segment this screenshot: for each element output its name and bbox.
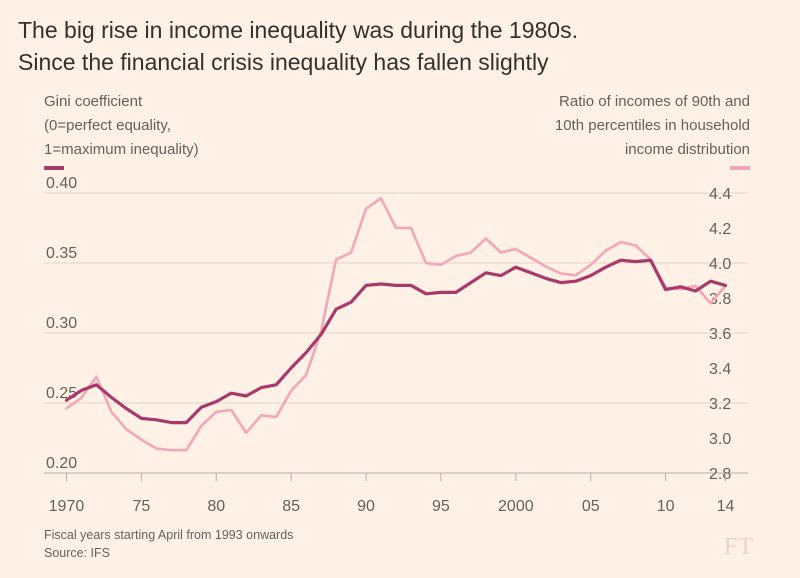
- legend-gini-swatch: [44, 166, 64, 170]
- left-axis-ticks: 0.20 0.25 0.30 0.35 0.40: [46, 175, 77, 472]
- right-tick-label: 3.8: [709, 291, 731, 308]
- x-tick-label: 1970: [49, 498, 85, 515]
- series-line-ratio: [65, 197, 727, 452]
- ft-logo: FT: [723, 534, 754, 560]
- series-line-gini: [64, 258, 728, 425]
- legend-gini-line-2: (0=perfect equality,: [44, 117, 171, 134]
- legend-gini-line-3: 1=maximum inequality): [44, 141, 199, 158]
- left-tick-label: 0.25: [46, 385, 77, 402]
- x-tick-label: 05: [582, 498, 600, 515]
- right-tick-label: 3.6: [709, 326, 731, 343]
- left-tick-label: 0.40: [46, 175, 77, 192]
- x-tick-label: 2000: [498, 498, 534, 515]
- right-tick-label: 4.0: [709, 256, 731, 273]
- legend-gini: Gini coefficient (0=perfect equality, 1=…: [44, 90, 199, 170]
- footnote: Fiscal years starting April from 1993 on…: [44, 526, 293, 562]
- x-tick-label: 75: [132, 498, 150, 515]
- x-axis-ticks: 1970 75 80 85 90 95 2000 05 10 14: [49, 473, 735, 515]
- x-tick-label: 10: [657, 498, 675, 515]
- x-tick-label: 85: [282, 498, 300, 515]
- chart-title: The big rise in income inequality was du…: [18, 14, 788, 78]
- footnote-source: Source: IFS: [44, 546, 110, 560]
- x-tick-label: 90: [357, 498, 375, 515]
- right-tick-label: 3.0: [709, 431, 731, 448]
- legend-ratio-line-2: 10th percentiles in household: [554, 117, 750, 134]
- gridlines: [44, 192, 748, 474]
- left-tick-label: 0.35: [46, 245, 77, 262]
- chart-title-line-1: The big rise in income inequality was du…: [18, 17, 578, 43]
- legend-ratio-swatch: [730, 166, 750, 170]
- legend-ratio: Ratio of incomes of 90th and 10th percen…: [555, 90, 750, 170]
- chart-title-line-2: Since the financial crisis inequality ha…: [18, 49, 549, 75]
- right-axis-ticks: 2.8 3.0 3.2 3.4 3.6 3.8 4.0 4.2 4.4: [709, 186, 731, 483]
- legend-ratio-line-1: Ratio of incomes of 90th and: [559, 93, 750, 110]
- legend-gini-line-1: Gini coefficient: [44, 93, 143, 110]
- right-tick-label: 4.2: [709, 221, 731, 238]
- left-tick-label: 0.30: [46, 315, 77, 332]
- footnote-note: Fiscal years starting April from 1993 on…: [44, 528, 294, 542]
- right-tick-label: 4.4: [709, 186, 731, 203]
- legend-ratio-line-3: income distribution: [624, 141, 750, 158]
- left-tick-label: 0.20: [46, 455, 77, 472]
- x-tick-label: 14: [717, 498, 735, 515]
- x-tick-label: 95: [432, 498, 450, 515]
- x-tick-label: 80: [207, 498, 225, 515]
- series-lines: [64, 197, 728, 452]
- right-tick-label: 3.4: [709, 361, 731, 378]
- right-tick-label: 2.8: [709, 466, 731, 483]
- right-tick-label: 3.2: [709, 396, 731, 413]
